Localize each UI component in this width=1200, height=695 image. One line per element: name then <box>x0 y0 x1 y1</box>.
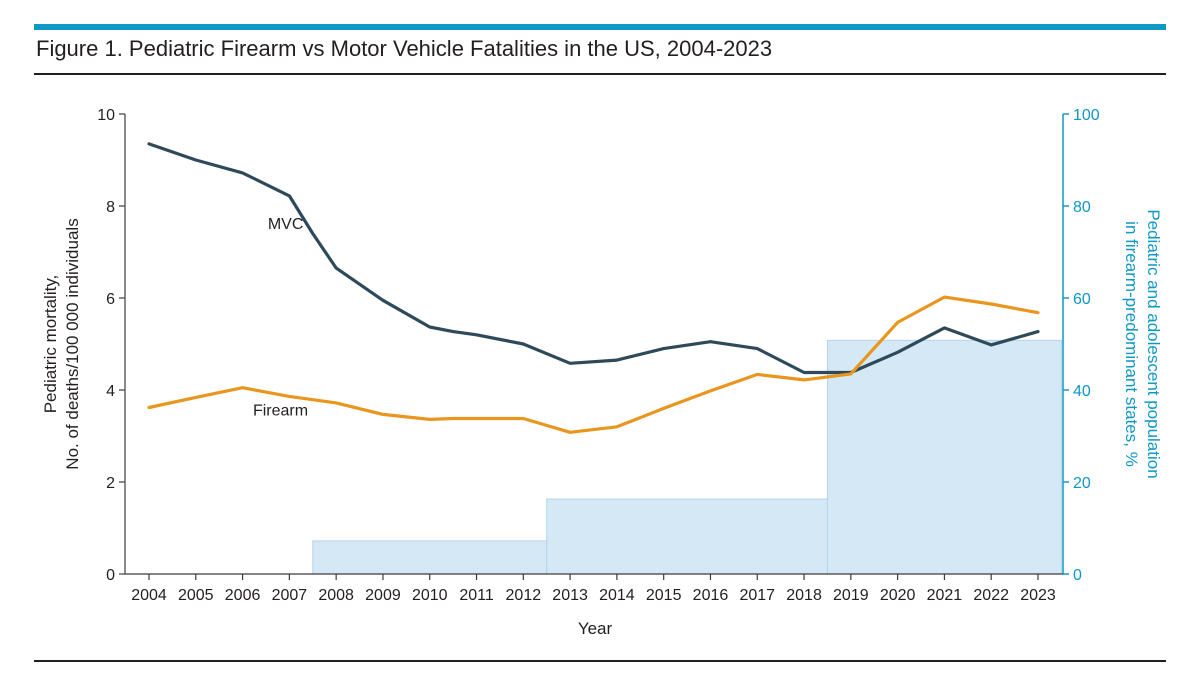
figure-title: Figure 1. Pediatric Firearm vs Motor Veh… <box>36 36 773 61</box>
y-axis-title: Pediatric mortality, No. of deaths/100 00… <box>41 218 82 469</box>
x-tick-label-2008: 2008 <box>318 587 354 604</box>
annotation-firearm: Firearm <box>253 402 308 419</box>
title-divider <box>34 73 1166 75</box>
x-tick-label-2016: 2016 <box>693 587 729 604</box>
y-tick-label-8: 8 <box>106 199 115 216</box>
y-axis-title-line-1: Pediatric mortality, <box>41 275 60 414</box>
population-bar-3 <box>826 339 1062 575</box>
x-tick-label-2023: 2023 <box>1020 587 1056 604</box>
y2-axis-title: Pediatric and adolescent populationin fi… <box>1122 209 1163 478</box>
annotation-mvc: MVC <box>268 216 304 233</box>
y-tick-label-4: 4 <box>106 383 115 400</box>
y-tick-label-0: 0 <box>106 567 115 584</box>
x-tick-label-2014: 2014 <box>599 587 635 604</box>
x-tick-label-2005: 2005 <box>178 587 214 604</box>
population-bar-1 <box>312 540 548 575</box>
y2-axis-title-line-1: Pediatric and adolescent population <box>1144 209 1163 478</box>
series-line-firearm <box>147 295 1040 434</box>
y-axis-title-line-2: No. of deaths/100 000 individuals <box>63 218 82 469</box>
population-bar-2 <box>546 498 828 575</box>
y2-tick-label-60: 60 <box>1073 291 1091 308</box>
y-tick-label-6: 6 <box>106 291 115 308</box>
x-tick-label-2022: 2022 <box>973 587 1009 604</box>
x-tick-label-2020: 2020 <box>880 587 916 604</box>
y-tick-label-10: 10 <box>97 107 115 124</box>
x-tick-label-2015: 2015 <box>646 587 682 604</box>
x-tick-label-2017: 2017 <box>739 587 775 604</box>
y2-tick-label-100: 100 <box>1073 107 1100 124</box>
y2-tick-label-0: 0 <box>1073 567 1082 584</box>
series-line-mvc <box>147 142 1040 375</box>
x-tick-label-2007: 2007 <box>272 587 308 604</box>
x-tick-label-2006: 2006 <box>225 587 261 604</box>
x-tick-label-2009: 2009 <box>365 587 401 604</box>
x-tick-label-2011: 2011 <box>459 587 494 604</box>
x-tick-label-2010: 2010 <box>412 587 448 604</box>
x-tick-label-2004: 2004 <box>131 587 167 604</box>
x-tick-label-2018: 2018 <box>786 587 822 604</box>
top-accent-bar <box>34 24 1166 30</box>
x-tick-label-2012: 2012 <box>506 587 542 604</box>
y2-tick-label-80: 80 <box>1073 199 1091 216</box>
y-tick-label-2: 2 <box>106 475 115 492</box>
y2-tick-label-40: 40 <box>1073 383 1091 400</box>
y2-tick-label-20: 20 <box>1073 475 1091 492</box>
y2-axis-title-line-2: in firearm-predominant states, % <box>1122 221 1141 467</box>
bottom-divider <box>34 660 1166 662</box>
x-axis-title: Year <box>578 619 613 638</box>
x-tick-label-2021: 2021 <box>927 587 963 604</box>
x-tick-label-2019: 2019 <box>833 587 869 604</box>
x-tick-label-2013: 2013 <box>552 587 588 604</box>
